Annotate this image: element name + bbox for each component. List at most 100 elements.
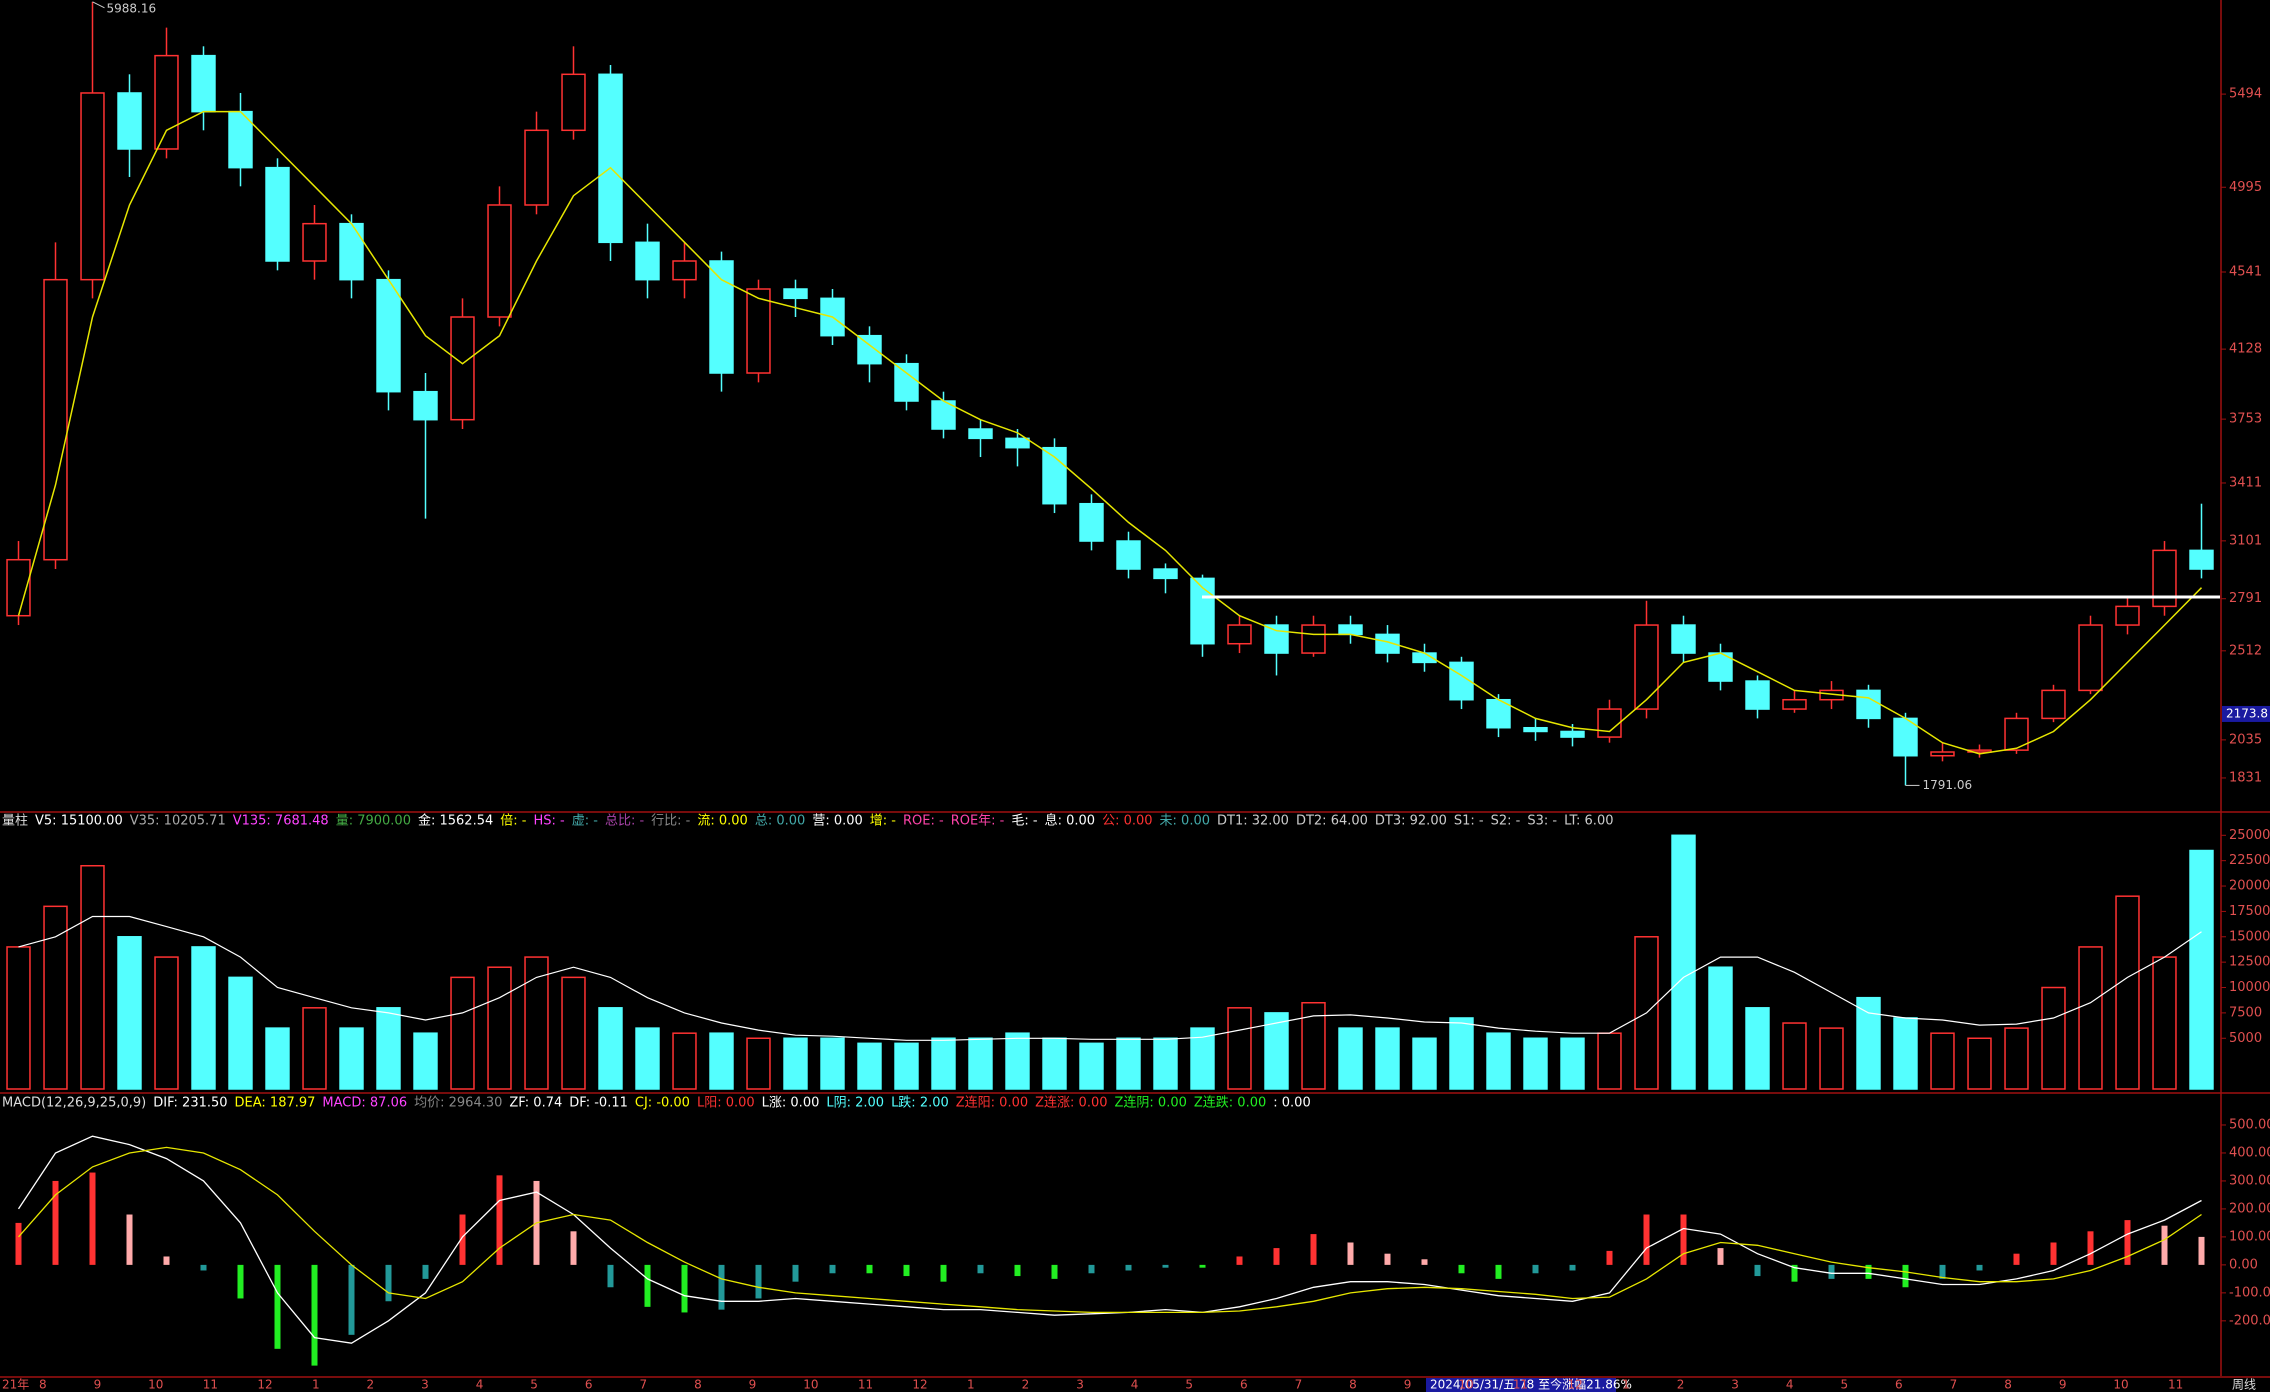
volume-bar — [1486, 1032, 1511, 1090]
volume-bar — [1449, 1017, 1474, 1090]
volume-bar — [1412, 1037, 1437, 1090]
volume-bar — [2078, 946, 2103, 1090]
macd-bar — [1125, 1264, 1132, 1271]
macd-bar — [977, 1264, 984, 1274]
volume-bar — [1560, 1037, 1585, 1090]
y-tick-label: 2791 — [2229, 591, 2262, 606]
candle-body — [1782, 698, 1807, 710]
volume-bar — [561, 976, 586, 1090]
x-tick-label: 6 — [1895, 1378, 1903, 1392]
y-tick-label: 4995 — [2229, 180, 2262, 195]
volume-bar — [1523, 1037, 1548, 1090]
y-tick-label: -200.00 — [2229, 1313, 2270, 1328]
y-tick-label: 1831 — [2229, 770, 2262, 785]
x-tick-label: 8 — [2004, 1378, 2012, 1392]
volume-bar — [1042, 1037, 1067, 1090]
volume-bar — [1745, 1007, 1770, 1090]
info-item: DIF: 231.50 — [153, 1096, 227, 1111]
x-tick-label: 12 — [1568, 1378, 1583, 1392]
volume-bar — [450, 976, 475, 1090]
info-item: S2: - — [1491, 814, 1521, 829]
x-tick-label: 11 — [1513, 1378, 1528, 1392]
candle-body — [450, 316, 475, 421]
volume-bar — [1301, 1001, 1326, 1090]
macd-bar — [1088, 1264, 1095, 1274]
volume-bar — [635, 1027, 660, 1090]
info-item: S1: - — [1454, 814, 1484, 829]
candle-body — [339, 222, 364, 281]
cursor-price: 2173.8 — [2226, 706, 2268, 720]
volume-bar — [1671, 834, 1696, 1090]
y-tick-label: 5494 — [2229, 87, 2262, 102]
macd-bar — [1976, 1264, 1983, 1271]
volume-bar — [1227, 1007, 1252, 1090]
info-item: ZF: 0.74 — [509, 1096, 562, 1111]
info-item: MACD: 87.06 — [322, 1096, 407, 1111]
volume-bar — [117, 936, 142, 1090]
volume-bar — [1005, 1032, 1030, 1090]
macd-bar — [1421, 1259, 1428, 1265]
macd-bar — [237, 1264, 244, 1299]
candle-body — [1856, 689, 1881, 720]
y-tick-label: 3411 — [2229, 475, 2262, 490]
volume-bar — [191, 946, 216, 1090]
volume-bar — [413, 1032, 438, 1090]
x-tick-label: 1 — [967, 1378, 975, 1392]
volume-bar — [894, 1042, 919, 1090]
info-item: V35: 10205.71 — [130, 814, 226, 829]
macd-bar — [792, 1264, 799, 1282]
volume-ma-line — [18, 915, 2202, 1041]
volume-bar — [746, 1037, 771, 1090]
y-tick-label: 200.00 — [2229, 1201, 2270, 1216]
volume-bar — [1338, 1027, 1363, 1090]
candle-body — [561, 73, 586, 132]
macd-bar — [903, 1264, 910, 1277]
candle-body — [1338, 624, 1363, 636]
candle-body — [265, 166, 290, 262]
info-item: L跌: 2.00 — [891, 1095, 949, 1111]
macd-bar — [1828, 1264, 1835, 1279]
macd-bar — [2124, 1220, 2131, 1265]
macd-bar — [89, 1172, 96, 1265]
info-item: Z连涨: 0.00 — [1035, 1095, 1107, 1111]
macd-bar — [2050, 1242, 2057, 1265]
y-tick-label: 300.00 — [2229, 1173, 2270, 1188]
volume-bar — [228, 976, 253, 1090]
macd-bar — [644, 1264, 651, 1307]
macd-bar — [1606, 1250, 1613, 1265]
macd-bar — [1051, 1264, 1058, 1279]
macd-bar — [1236, 1256, 1243, 1265]
candle-body — [1930, 751, 1955, 757]
candle-body — [2041, 689, 2066, 720]
candle-body — [709, 260, 734, 374]
volume-bar — [857, 1042, 882, 1090]
x-tick-label: 5 — [1185, 1378, 1193, 1392]
candle-body — [413, 390, 438, 421]
y-tick-label: 17500 — [2229, 904, 2270, 919]
candle-body — [376, 278, 401, 393]
volume-bar — [820, 1037, 845, 1090]
x-tick-label: 8 — [1349, 1378, 1357, 1392]
x-tick-label: 9 — [1404, 1378, 1412, 1392]
info-item: S3: - — [1527, 814, 1557, 829]
x-tick-label: 3 — [1076, 1378, 1084, 1392]
candle-body — [487, 204, 512, 318]
macd-bar — [1162, 1264, 1169, 1268]
info-item: 流: 0.00 — [697, 814, 747, 829]
candle-body — [672, 260, 697, 281]
macd-bar — [718, 1264, 725, 1310]
macd-bar — [274, 1264, 281, 1349]
macd-bar — [681, 1264, 688, 1313]
candle-body — [1042, 446, 1067, 505]
volume-bar — [2115, 895, 2140, 1090]
candle-body — [2115, 605, 2140, 626]
y-tick-label: 12500 — [2229, 955, 2270, 970]
macd-bar — [1495, 1264, 1502, 1279]
macd-bar — [422, 1264, 429, 1279]
volume-bar — [968, 1037, 993, 1090]
macd-bar — [940, 1264, 947, 1282]
candle-body — [857, 334, 882, 365]
candle-body — [2004, 717, 2029, 751]
